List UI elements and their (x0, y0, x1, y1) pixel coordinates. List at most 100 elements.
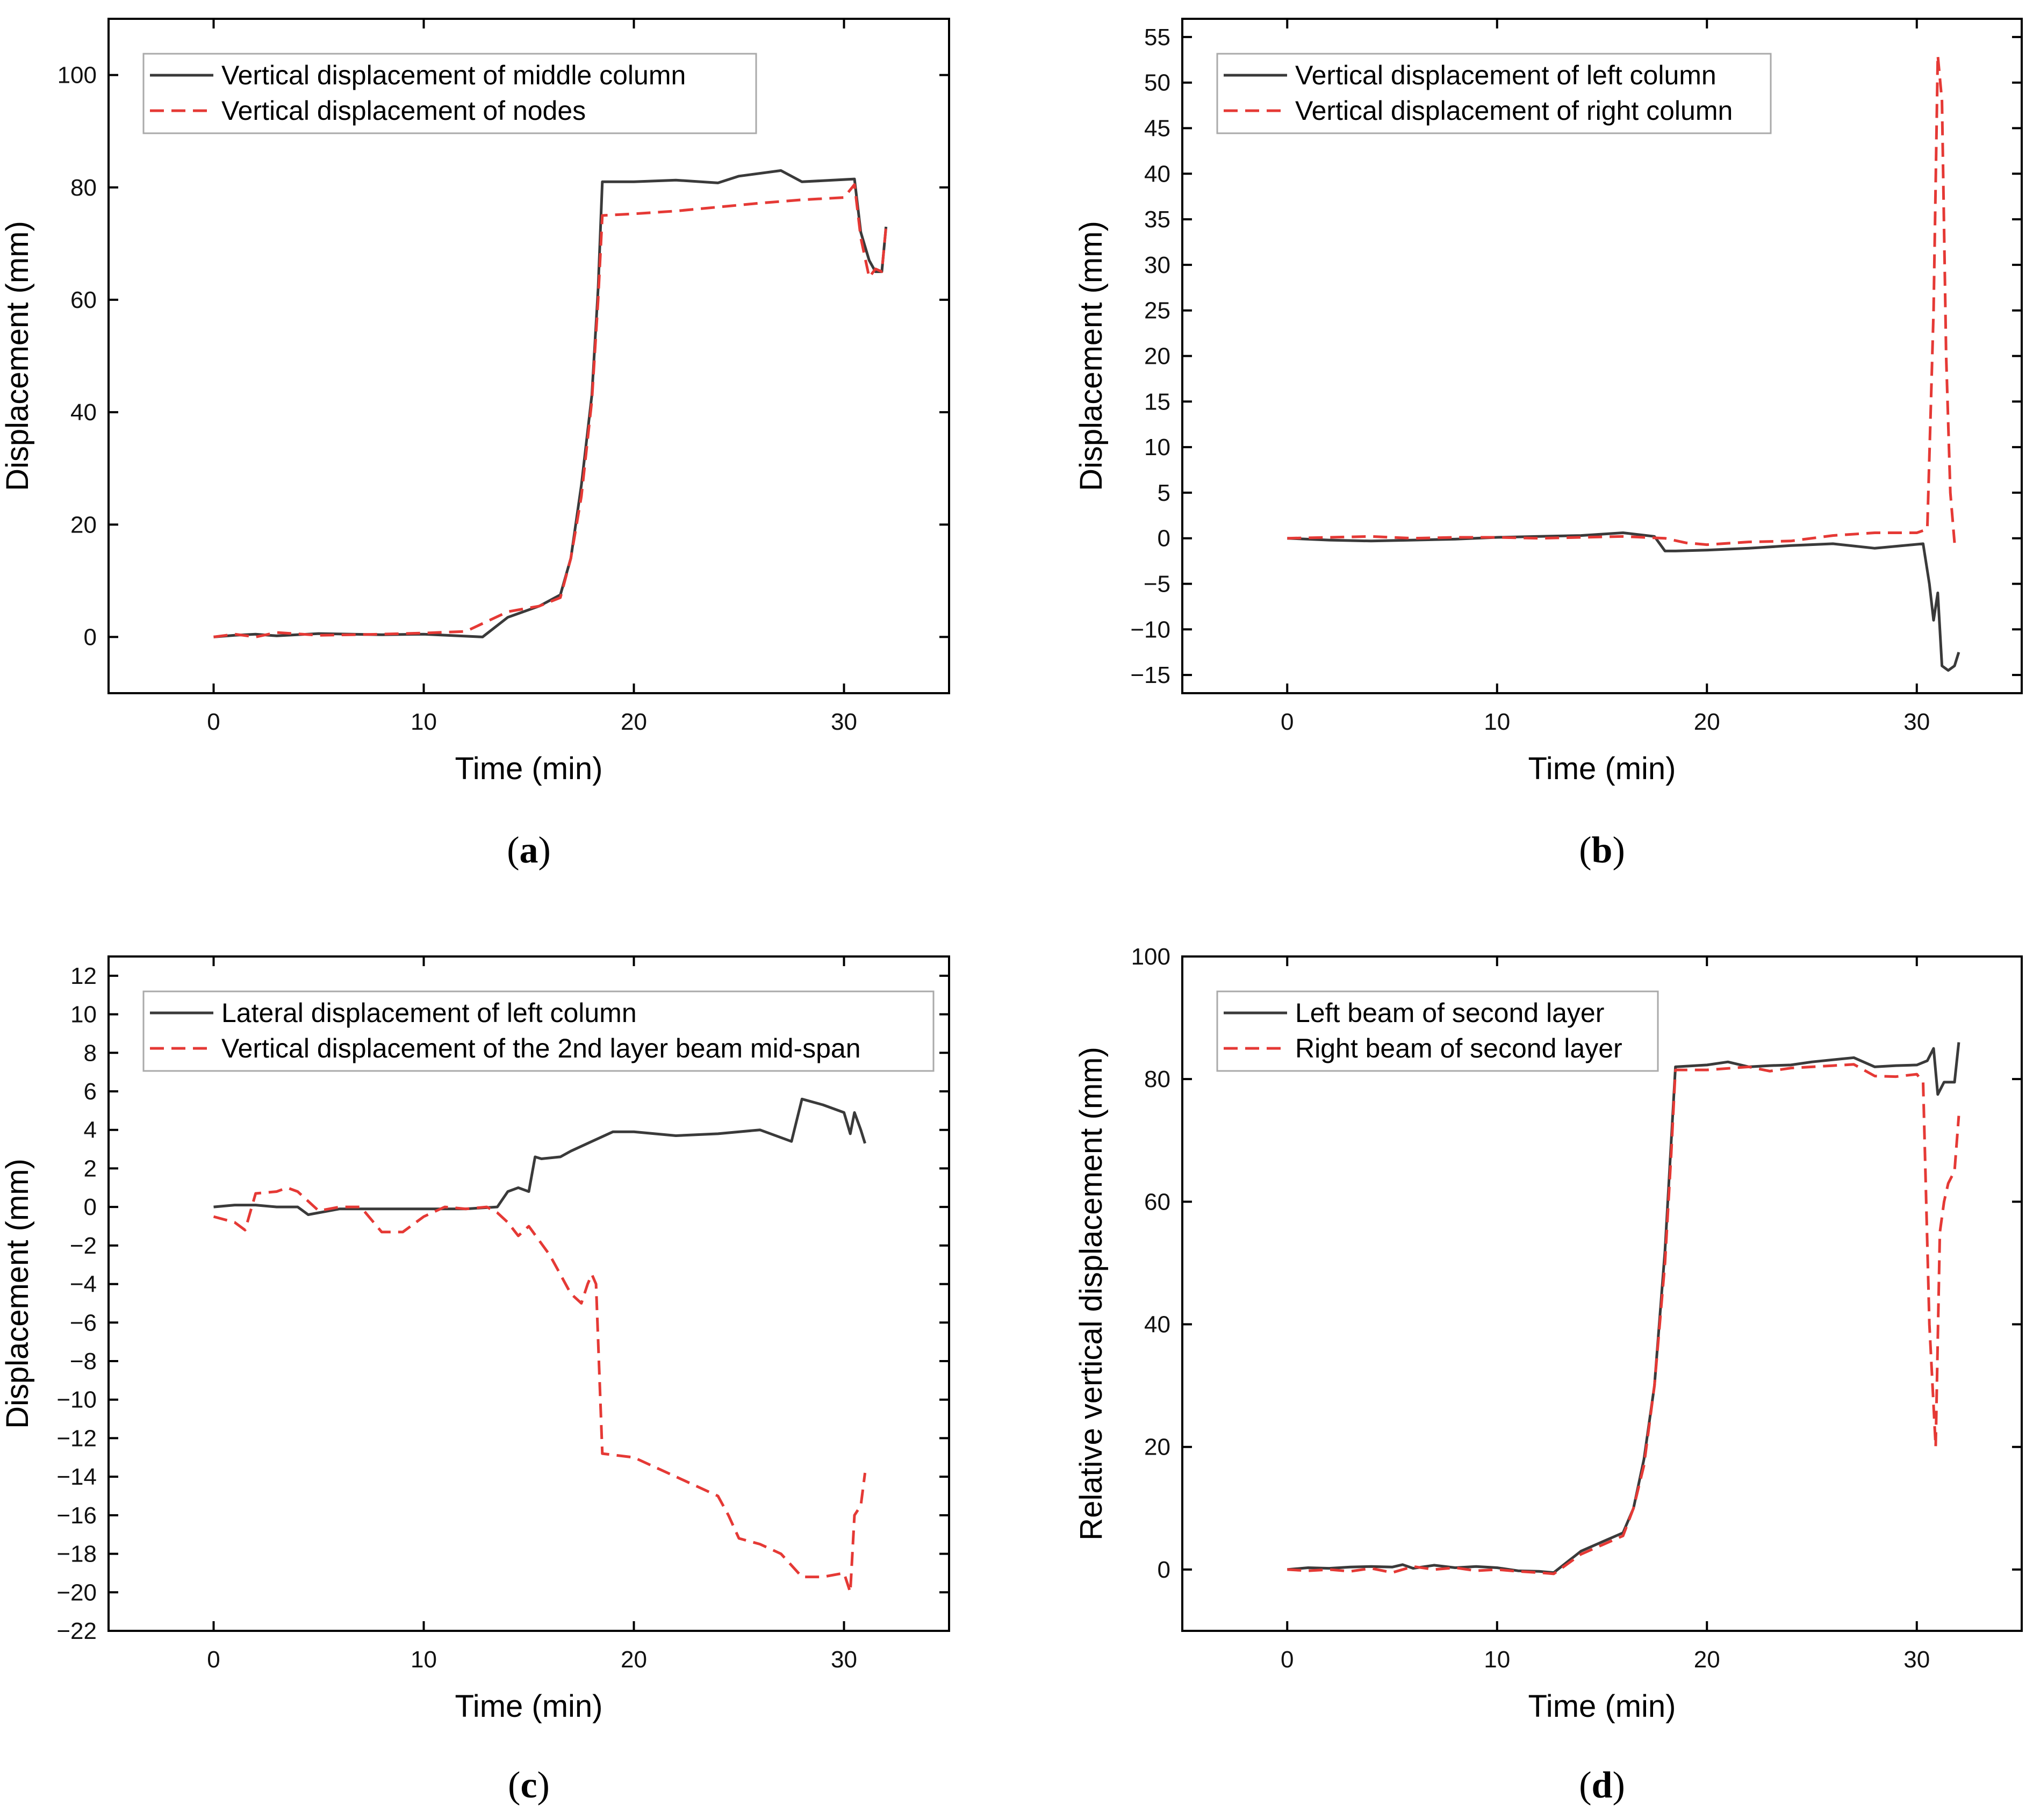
x-axis-title: Time (min) (1528, 751, 1676, 786)
series-line-1 (213, 1097, 866, 1216)
panel-label: (c) (508, 1765, 550, 1806)
y-tick-label: −18 (56, 1541, 97, 1567)
y-axis-title: Relative vertical displacement (mm) (1074, 1047, 1109, 1541)
y-tick-label: 25 (1144, 298, 1170, 324)
series-line-2 (1287, 54, 1956, 546)
y-tick-label: −10 (56, 1387, 97, 1413)
y-tick-label: 4 (84, 1117, 97, 1143)
y-tick-label: 8 (84, 1040, 97, 1066)
legend-label: Left beam of second layer (1295, 998, 1604, 1028)
y-tick-label: 20 (1144, 1434, 1170, 1461)
x-tick-label: 20 (621, 1646, 647, 1673)
x-tick-label: 10 (1484, 709, 1510, 735)
legend-label: Vertical displacement of right column (1295, 96, 1733, 126)
y-tick-label: −8 (70, 1348, 97, 1375)
y-tick-label: 20 (1144, 343, 1170, 370)
y-axis-title: Displacement (mm) (1074, 221, 1109, 491)
panel-c: 0 10 20 30−22−20−18−16−14−12−10−8−6−4−20246… (0, 955, 950, 1806)
x-tick-label: 30 (831, 1646, 857, 1673)
y-tick-label: 0 (1158, 526, 1170, 552)
y-tick-label: 6 (84, 1078, 97, 1105)
x-tick-label: 0 (1281, 709, 1294, 735)
y-tick-label: 50 (1144, 70, 1170, 96)
panel-label: (d) (1579, 1765, 1625, 1806)
y-tick-label: 80 (70, 175, 97, 201)
legend: Lateral displacement of left column Verti… (142, 990, 935, 1072)
y-tick-label: 40 (70, 399, 97, 426)
x-axis-title: Time (min) (455, 751, 603, 786)
y-tick-label: 30 (1144, 252, 1170, 278)
legend-label: Vertical displacement of middle column (221, 60, 686, 90)
x-tick-label: 0 (207, 1646, 220, 1673)
panel-a: 0 10 20 30 0 20 40 60 80 100 Time (min) Displacemen… (0, 18, 950, 871)
legend-box (142, 990, 935, 1072)
y-axis-title: Displacement (mm) (0, 1159, 35, 1429)
legend-label: Vertical displacement of nodes (221, 96, 586, 126)
y-tick-label: −15 (1130, 662, 1170, 688)
plot-area-frame (107, 18, 950, 694)
series-line-2 (213, 1186, 867, 1594)
panel-label: (a) (507, 830, 551, 871)
y-tick-label: 10 (70, 1002, 97, 1028)
x-tick-label: 30 (831, 709, 857, 735)
x-axis-title: Time (min) (455, 1689, 603, 1724)
y-tick-label: −20 (56, 1579, 97, 1606)
legend-label: Vertical displacement of left column (1295, 60, 1716, 90)
y-tick-label: 0 (84, 624, 97, 650)
x-tick-label: 30 (1903, 1646, 1930, 1673)
y-tick-label: 55 (1144, 24, 1170, 51)
y-tick-label: −6 (70, 1310, 97, 1336)
legend-label: Lateral displacement of left column (221, 998, 637, 1028)
x-tick-label: 10 (411, 709, 437, 735)
y-tick-label: 5 (1158, 480, 1170, 506)
x-tick-label: 10 (411, 1646, 437, 1673)
series-line-2 (213, 183, 888, 638)
series-line-1 (213, 169, 888, 638)
y-tick-label: 40 (1144, 161, 1170, 187)
legend-box (142, 53, 757, 134)
y-axis-title: Displacement (mm) (0, 221, 35, 491)
legend: Left beam of second layer Right beam of s… (1216, 990, 1659, 1072)
y-tick-label: 0 (84, 1194, 97, 1220)
panel-label: (b) (1579, 830, 1625, 871)
series-line-2 (1287, 1063, 1960, 1576)
y-tick-label: 10 (1144, 434, 1170, 461)
y-tick-label: −22 (56, 1618, 97, 1644)
y-tick-label: 0 (1158, 1557, 1170, 1583)
y-tick-label: −14 (56, 1464, 97, 1490)
legend-label: Vertical displacement of the 2nd layer b… (221, 1033, 861, 1063)
y-tick-label: −10 (1130, 616, 1170, 643)
y-tick-label: 60 (70, 287, 97, 313)
legend: Vertical displacement of middle column Ve… (142, 53, 757, 134)
legend-label: Right beam of second layer (1295, 1033, 1622, 1063)
panel-b: 0 10 20 30 −15 −10 −5 0 5 10 15 20 25 30 35 40 45 50 55 Tim… (1074, 18, 2023, 871)
y-tick-label: 2 (84, 1155, 97, 1182)
y-tick-label: 60 (1144, 1189, 1170, 1215)
y-tick-label: 40 (1144, 1312, 1170, 1338)
y-tick-label: −12 (56, 1425, 97, 1451)
x-tick-label: 0 (1281, 1646, 1294, 1673)
y-tick-label: 20 (70, 512, 97, 538)
legend: Vertical displacement of left column Vert… (1216, 53, 1772, 134)
x-tick-label: 20 (1694, 1646, 1720, 1673)
series-line-1 (1287, 531, 1960, 672)
panel-d: 0 10 20 30 0 20 40 60 80 100 Time (min) Relative ve… (1074, 944, 2023, 1806)
y-tick-label: −4 (70, 1271, 97, 1298)
x-tick-label: 10 (1484, 1646, 1510, 1673)
y-tick-label: −16 (56, 1502, 97, 1529)
y-tick-label: −5 (1144, 571, 1170, 597)
y-tick-label: 12 (70, 963, 97, 989)
series-line-1 (1287, 1042, 1960, 1574)
y-tick-label: 80 (1144, 1066, 1170, 1092)
x-tick-label: 0 (207, 709, 220, 735)
x-tick-label: 30 (1903, 709, 1930, 735)
y-tick-label: 100 (58, 62, 97, 89)
plot-area-frame (1181, 955, 2023, 1632)
x-tick-label: 20 (621, 709, 647, 735)
y-tick-label: −2 (70, 1233, 97, 1259)
y-tick-label: 45 (1144, 116, 1170, 142)
legend-box (1216, 990, 1659, 1072)
y-tick-label: 15 (1144, 389, 1170, 415)
x-axis-title: Time (min) (1528, 1689, 1676, 1724)
